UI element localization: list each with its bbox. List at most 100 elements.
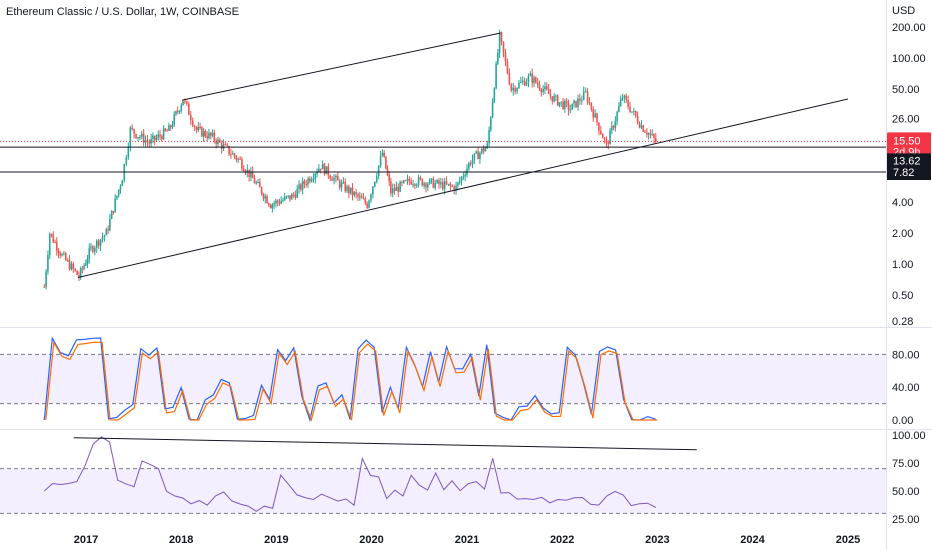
candle-body — [271, 204, 274, 209]
candle-body — [458, 181, 461, 183]
candle-body — [213, 132, 216, 141]
candle-body — [531, 73, 533, 83]
candle-body — [551, 96, 554, 102]
candle-body — [408, 179, 411, 182]
candle-body — [161, 136, 163, 140]
candle-body — [349, 187, 352, 194]
candle-body — [342, 181, 345, 183]
candle-body — [653, 134, 655, 138]
candle-body — [230, 154, 232, 156]
oscillator-tick-label: 25.00 — [892, 514, 920, 526]
candle-body — [55, 242, 58, 251]
candle-body — [381, 152, 384, 156]
candle-body — [412, 184, 414, 186]
candle-body — [119, 185, 122, 190]
candle-body — [269, 205, 272, 209]
candle-body — [133, 129, 135, 134]
candle-body — [242, 168, 245, 171]
candle-body — [228, 146, 230, 155]
candle-body — [166, 130, 168, 132]
price-tick-label: 4.00 — [892, 197, 913, 209]
candle-body — [159, 134, 161, 137]
candle-body — [538, 84, 541, 90]
price-tick-label: 50.00 — [892, 84, 920, 96]
candle-body — [81, 268, 84, 270]
candle-body — [455, 185, 457, 191]
candle-body — [419, 177, 422, 180]
candle-body — [542, 89, 544, 93]
candle-body — [512, 87, 515, 91]
candle-body — [157, 134, 160, 138]
rsi-pane: 100.00 75.00 50.00 25.00 — [0, 430, 926, 526]
candle-body — [477, 151, 479, 160]
x-tick-label: 2025 — [836, 534, 860, 546]
candle-body — [582, 91, 585, 100]
candle-body — [611, 126, 613, 131]
candle-body — [536, 82, 539, 85]
candle-body — [289, 195, 291, 200]
candle-body — [453, 186, 455, 191]
candle-body — [121, 180, 124, 186]
candle-body — [208, 132, 210, 139]
price-trendline — [182, 32, 501, 101]
candle-body — [68, 260, 71, 270]
candle-body — [312, 178, 315, 180]
candle-body — [325, 166, 328, 175]
candle-body — [627, 100, 629, 107]
candle-body — [590, 102, 593, 110]
candle-body — [344, 181, 347, 192]
candle-body — [618, 106, 620, 112]
candle-body — [414, 184, 416, 186]
candle-body — [169, 125, 172, 128]
candle-body — [523, 80, 526, 86]
candle-body — [468, 163, 470, 169]
candle-body — [319, 168, 322, 170]
candle-body — [139, 137, 141, 139]
candle-body — [99, 239, 102, 246]
candle-body — [231, 153, 234, 155]
price-tick-label: 200.00 — [892, 22, 926, 34]
candle-body — [644, 131, 646, 133]
candle-body — [368, 200, 370, 208]
candle-body — [498, 32, 501, 53]
oscillator-tick-label: 50.00 — [892, 486, 920, 498]
candle-body — [504, 52, 507, 62]
candle-body — [70, 263, 73, 270]
candle-body — [586, 91, 589, 102]
candle-body — [555, 95, 557, 97]
candle-body — [186, 101, 188, 104]
candle-body — [649, 133, 652, 135]
candle-body — [61, 254, 63, 256]
candle-body — [535, 77, 537, 83]
candle-body — [109, 218, 111, 231]
x-tick-label: 2023 — [645, 534, 669, 546]
candle-body — [250, 171, 252, 178]
candle-body — [399, 181, 401, 192]
candle-body — [112, 211, 115, 213]
candle-body — [180, 105, 183, 111]
candle-body — [410, 181, 412, 185]
candle-body — [633, 110, 635, 112]
candle-body — [506, 61, 509, 74]
candle-body — [107, 229, 109, 231]
candle-body — [195, 127, 198, 131]
candle-body — [527, 76, 530, 82]
candle-body — [110, 211, 113, 219]
candle-body — [545, 86, 548, 90]
candle-body — [560, 101, 563, 103]
candle-body — [184, 100, 186, 102]
candle-body — [257, 182, 259, 184]
candle-body — [305, 183, 308, 185]
candle-body — [544, 86, 546, 90]
candle-body — [310, 179, 313, 182]
candle-body — [76, 270, 78, 276]
candle-body — [209, 132, 212, 136]
candle-body — [162, 128, 165, 140]
candle-body — [569, 109, 572, 111]
stoch-k-line — [43, 336, 656, 422]
candle-body — [176, 111, 179, 113]
candle-body — [54, 242, 56, 244]
candle-body — [638, 123, 641, 128]
candle-body — [255, 182, 258, 184]
